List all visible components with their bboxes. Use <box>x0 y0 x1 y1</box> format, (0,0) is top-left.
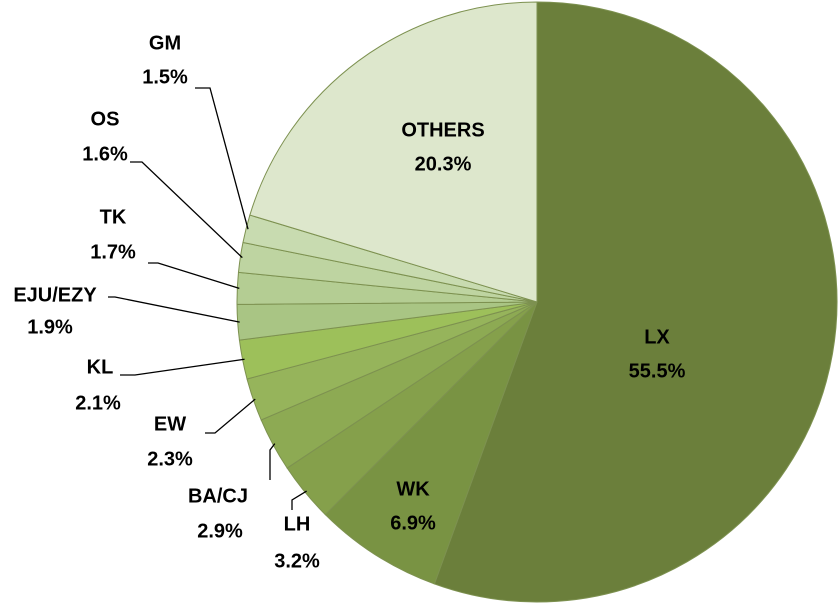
slice-label: OTHERS <box>401 119 484 141</box>
slice-value: 1.9% <box>27 316 73 338</box>
slice-label: OS <box>91 108 120 130</box>
leader-line <box>195 87 249 230</box>
slice-value: 2.9% <box>197 520 243 542</box>
slice-value: 1.5% <box>142 66 188 88</box>
leader-line <box>269 443 276 480</box>
leader-line <box>130 161 243 259</box>
leader-line <box>108 296 240 323</box>
slice-label: EW <box>154 413 186 435</box>
slice-label: GM <box>149 32 181 54</box>
pie-slice <box>324 301 538 585</box>
slice-value: 1.6% <box>82 143 128 165</box>
slice-label: KL <box>87 356 114 378</box>
pie-slice <box>433 1 838 603</box>
slice-value: 2.3% <box>147 448 193 470</box>
leader-line <box>291 490 307 510</box>
slice-label: LX <box>644 326 670 348</box>
slice-label: BA/CJ <box>188 485 248 507</box>
slice-label: TK <box>100 206 127 228</box>
slice-value: 2.1% <box>75 392 121 414</box>
leader-line <box>148 262 240 290</box>
leader-line <box>120 358 245 376</box>
slice-value: 3.2% <box>274 550 320 572</box>
slice-label: LH <box>284 513 311 535</box>
leader-line <box>205 398 256 434</box>
slice-value: 1.7% <box>90 241 136 263</box>
pie-slice <box>249 1 538 303</box>
slice-label: WK <box>396 478 430 500</box>
slice-value: 6.9% <box>390 512 436 534</box>
slice-value: 20.3% <box>415 153 472 175</box>
slice-label: EJU/EZY <box>13 284 97 306</box>
slice-value: 55.5% <box>629 360 686 382</box>
